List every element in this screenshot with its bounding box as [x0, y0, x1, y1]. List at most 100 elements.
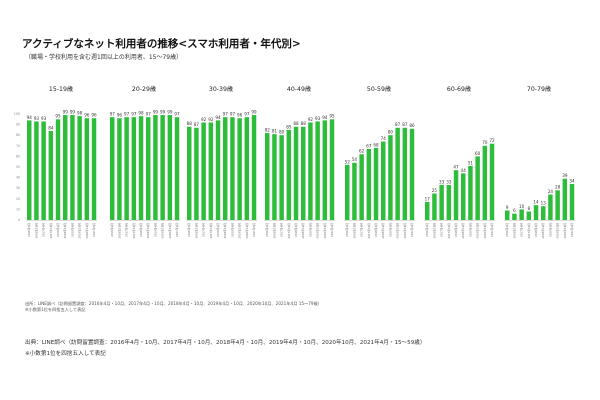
group-label: 40-49歳: [287, 85, 311, 93]
x-tick-label: 2019年4月: [468, 223, 472, 237]
data-label: 8: [528, 206, 531, 211]
data-label: 97: [131, 112, 137, 117]
x-tick-label: 2016年4月: [187, 223, 191, 237]
data-label: 93: [315, 116, 321, 121]
data-label: 92: [201, 117, 207, 122]
data-label: 39: [562, 173, 568, 178]
x-tick-label: 2016年4月: [265, 223, 269, 237]
bar: [395, 127, 400, 220]
data-label: 99: [160, 109, 166, 114]
bar: [366, 148, 372, 220]
bar: [251, 115, 257, 220]
bar: [293, 126, 299, 220]
x-tick-label: 2016年4月: [110, 223, 114, 237]
bar: [489, 143, 495, 220]
data-label: 51: [468, 160, 474, 165]
x-tick-label: 2017年10月: [287, 223, 291, 239]
x-tick-label: 2020年10月: [85, 223, 89, 239]
bar: [201, 122, 206, 220]
bar: [533, 205, 539, 220]
x-tick-label: 2018年10月: [223, 223, 227, 239]
bar: [301, 126, 306, 220]
data-label: 85: [286, 124, 292, 129]
x-tick-label: 2021年4月: [410, 223, 414, 237]
y-tick-label: 20: [16, 197, 20, 201]
x-tick-label: 2016年10月: [34, 223, 38, 239]
bar: [215, 120, 221, 220]
bar: [541, 206, 546, 220]
x-tick-label: 2018年10月: [63, 223, 67, 239]
bar: [512, 213, 517, 220]
x-tick-label: 2017年10月: [447, 223, 451, 239]
data-label: 96: [84, 113, 90, 118]
data-label: 96: [91, 113, 97, 118]
data-label: 67: [366, 143, 372, 148]
bar: [279, 135, 284, 220]
x-tick-label: 2019年10月: [476, 223, 480, 239]
data-label: 81: [272, 129, 278, 134]
x-tick-label: 2017年4月: [440, 223, 444, 237]
x-tick-label: 2019年4月: [230, 223, 234, 237]
bar: [352, 162, 357, 220]
x-tick-label: 2021年4月: [252, 223, 256, 237]
x-tick-label: 2016年4月: [505, 223, 509, 237]
bar: [468, 165, 473, 220]
group-label: 70-79歳: [527, 85, 551, 93]
x-tick-label: 2017年10月: [367, 223, 371, 239]
bar: [381, 141, 386, 220]
data-label: 24: [548, 189, 554, 194]
x-tick-label: 2016年10月: [432, 223, 436, 239]
bar: [359, 154, 364, 220]
data-label: 62: [359, 149, 365, 154]
data-label: 52: [345, 159, 351, 164]
data-label: 93: [34, 116, 40, 121]
x-tick-label: 2016年4月: [345, 223, 349, 237]
bar: [461, 173, 466, 220]
data-label: 72: [489, 138, 495, 143]
x-tick-label: 2020年10月: [403, 223, 407, 239]
x-tick-label: 2017年10月: [132, 223, 136, 239]
bar: [505, 210, 510, 220]
bar: [526, 211, 532, 220]
data-label: 80: [388, 130, 394, 135]
bar: [425, 201, 430, 220]
bar: [70, 115, 75, 220]
x-tick-label: 2018年10月: [301, 223, 305, 239]
x-tick-label: 2017年10月: [209, 223, 213, 239]
data-label: 96: [117, 113, 123, 118]
bar: [117, 118, 122, 220]
bar: [345, 164, 350, 220]
x-tick-label: 2020年10月: [323, 223, 327, 239]
data-label: 97: [110, 112, 116, 117]
data-label: 13: [541, 201, 547, 206]
x-tick-label: 2017年4月: [280, 223, 284, 237]
bar: [286, 129, 292, 220]
x-tick-label: 2019年4月: [308, 223, 312, 237]
data-label: 74: [381, 136, 387, 141]
bar: [315, 121, 320, 220]
x-tick-label: 2018年4月: [374, 223, 378, 237]
bar: [91, 118, 97, 220]
x-tick-label: 2021年4月: [175, 223, 179, 237]
x-tick-label: 2016年10月: [272, 223, 276, 239]
source-footnote: 出典：LINE調べ（訪問留置調査：2016年4月・10月、2017年4月・10月…: [25, 340, 426, 346]
y-tick-label: 10: [16, 207, 20, 211]
x-tick-label: 2016年10月: [194, 223, 198, 239]
x-tick-label: 2018年10月: [541, 223, 545, 239]
x-tick-label: 2019年10月: [396, 223, 400, 239]
data-label: 98: [138, 111, 144, 116]
page-title: アクティブなネット利用者の推移<スマホ利用者・年代別>: [22, 38, 301, 50]
y-tick-label: 80: [16, 133, 20, 137]
data-label: 6: [513, 208, 516, 213]
data-label: 88: [293, 121, 299, 126]
bar: [174, 117, 180, 220]
x-tick-label: 2019年4月: [70, 223, 74, 237]
data-label: 97: [230, 112, 236, 117]
y-tick-label: 60: [16, 154, 20, 158]
x-tick-label: 2020年10月: [245, 223, 249, 239]
data-label: 99: [251, 109, 257, 114]
data-label: 98: [77, 111, 83, 116]
data-label: 95: [55, 114, 61, 119]
y-tick-label: 70: [16, 144, 20, 148]
y-tick-label: 50: [16, 165, 20, 169]
